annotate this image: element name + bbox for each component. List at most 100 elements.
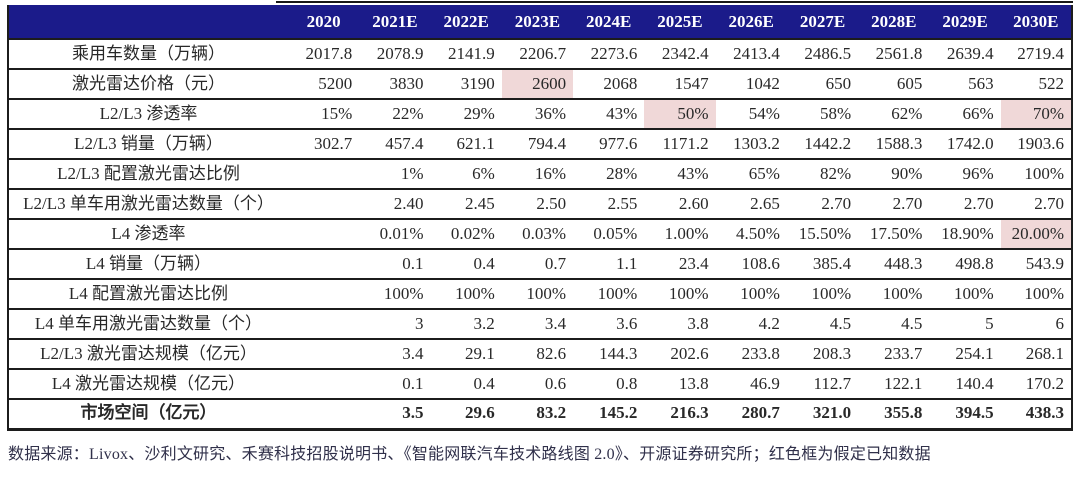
value-cell: 563 <box>929 68 1001 99</box>
header-year-cell: 2022E <box>430 5 502 39</box>
header-year-cell: 2027E <box>786 5 859 39</box>
value-cell: 977.6 <box>573 128 645 159</box>
value-cell <box>288 248 360 279</box>
value-cell: 3.4 <box>501 308 574 339</box>
value-cell: 6% <box>430 158 502 189</box>
value-cell: 23.4 <box>644 248 716 279</box>
value-cell: 0.03% <box>501 218 574 249</box>
value-cell: 144.3 <box>573 338 645 369</box>
value-cell: 280.7 <box>715 398 787 429</box>
value-cell-highlighted: 2600 <box>501 68 574 99</box>
value-cell-highlighted: 20.00% <box>1000 218 1072 249</box>
header-label-cell <box>8 5 288 39</box>
value-cell: 3.4 <box>359 338 431 369</box>
value-cell: 145.2 <box>573 398 645 429</box>
value-cell: 650 <box>786 68 859 99</box>
value-cell: 1042 <box>715 68 787 99</box>
value-cell: 100% <box>929 278 1001 309</box>
value-cell: 58% <box>786 98 859 129</box>
value-cell: 457.4 <box>359 128 431 159</box>
value-cell: 208.3 <box>786 338 859 369</box>
value-cell: 100% <box>715 278 787 309</box>
value-cell <box>288 338 360 369</box>
table-row: L4 渗透率 0.01% 0.02% 0.03% 0.05% 1.00% 4.50% 15.5… <box>8 218 1072 249</box>
value-cell: 1442.2 <box>786 128 859 159</box>
value-cell: 112.7 <box>786 368 859 399</box>
table-row: L2/L3 渗透率 15% 22% 29% 36% 43% 50% 54% 58% 62% 66% 7… <box>8 98 1072 129</box>
value-cell: 0.02% <box>430 218 502 249</box>
value-cell: 18.90% <box>929 218 1001 249</box>
table-row: 市场空间（亿元） 3.5 29.6 83.2 145.2 216.3 280.7 321.0 3… <box>8 398 1072 429</box>
value-cell: 2.70 <box>929 188 1001 219</box>
value-cell: 302.7 <box>288 128 360 159</box>
row-label: L4 配置激光雷达比例 <box>8 278 288 309</box>
value-cell: 438.3 <box>1000 398 1072 429</box>
value-cell: 2.70 <box>858 188 930 219</box>
value-cell: 3.8 <box>644 308 716 339</box>
value-cell: 96% <box>929 158 1001 189</box>
header-year-cell: 2026E <box>715 5 787 39</box>
value-cell: 54% <box>715 98 787 129</box>
value-cell: 2068 <box>573 68 645 99</box>
value-cell: 0.1 <box>359 248 431 279</box>
value-cell <box>288 188 360 219</box>
value-cell: 0.8 <box>573 368 645 399</box>
value-cell: 43% <box>573 98 645 129</box>
header-row: 2020 2021E 2022E 2023E 2024E 2025E 2026E 2027E 2… <box>8 5 1072 39</box>
value-cell: 621.1 <box>430 128 502 159</box>
value-cell: 122.1 <box>858 368 930 399</box>
value-cell: 3.2 <box>430 308 502 339</box>
value-cell: 3.5 <box>359 398 431 429</box>
value-cell: 140.4 <box>929 368 1001 399</box>
row-label: L4 渗透率 <box>8 218 288 249</box>
value-cell: 385.4 <box>786 248 859 279</box>
value-cell: 2078.9 <box>359 38 431 69</box>
value-cell: 90% <box>858 158 930 189</box>
value-cell: 268.1 <box>1000 338 1072 369</box>
value-cell: 29% <box>430 98 502 129</box>
value-cell: 2719.4 <box>1000 38 1072 69</box>
header-year-cell: 2024E <box>573 5 645 39</box>
value-cell: 2413.4 <box>715 38 787 69</box>
value-cell: 0.05% <box>573 218 645 249</box>
table-row: L4 单车用激光雷达数量（个） 3 3.2 3.4 3.6 3.8 4.2 4.5 4.5 5 6 <box>8 308 1072 339</box>
row-label: L4 单车用激光雷达数量（个） <box>8 308 288 339</box>
value-cell <box>288 368 360 399</box>
value-cell: 2.55 <box>573 188 645 219</box>
value-cell: 3.6 <box>573 308 645 339</box>
value-cell: 2.60 <box>644 188 716 219</box>
value-cell: 100% <box>1000 158 1072 189</box>
table-row: L4 配置激光雷达比例 100% 100% 100% 100% 100% 100% 100% 1… <box>8 278 1072 309</box>
value-cell: 66% <box>929 98 1001 129</box>
row-label: 乘用车数量（万辆） <box>8 38 288 69</box>
value-cell: 1742.0 <box>929 128 1001 159</box>
table-row: L4 激光雷达规模（亿元） 0.1 0.4 0.6 0.8 13.8 46.9 112.7 12… <box>8 368 1072 399</box>
value-cell: 1171.2 <box>644 128 716 159</box>
value-cell: 522 <box>1000 68 1072 99</box>
value-cell: 2.65 <box>715 188 787 219</box>
value-cell: 2.40 <box>359 188 431 219</box>
value-cell: 0.4 <box>430 368 502 399</box>
value-cell: 100% <box>1000 278 1072 309</box>
value-cell: 29.1 <box>430 338 502 369</box>
value-cell: 202.6 <box>644 338 716 369</box>
value-cell: 2639.4 <box>929 38 1001 69</box>
value-cell: 15.50% <box>786 218 859 249</box>
table-body: 乘用车数量（万辆） 2017.8 2078.9 2141.9 2206.7 2273.6 2… <box>8 38 1072 429</box>
value-cell: 394.5 <box>929 398 1001 429</box>
value-cell: 100% <box>858 278 930 309</box>
top-rule-divider <box>276 1 1073 3</box>
value-cell: 1.00% <box>644 218 716 249</box>
value-cell: 100% <box>644 278 716 309</box>
value-cell: 3190 <box>430 68 502 99</box>
value-cell: 2141.9 <box>430 38 502 69</box>
value-cell: 0.6 <box>501 368 574 399</box>
value-cell: 15% <box>288 98 360 129</box>
row-label: 激光雷达价格（元） <box>8 68 288 99</box>
value-cell: 46.9 <box>715 368 787 399</box>
header-year-cell: 2023E <box>501 5 574 39</box>
table-row: L2/L3 配置激光雷达比例 1% 6% 16% 28% 43% 65% 82% 90% 96% 1… <box>8 158 1072 189</box>
value-cell: 2561.8 <box>858 38 930 69</box>
value-cell: 233.8 <box>715 338 787 369</box>
value-cell: 82% <box>786 158 859 189</box>
